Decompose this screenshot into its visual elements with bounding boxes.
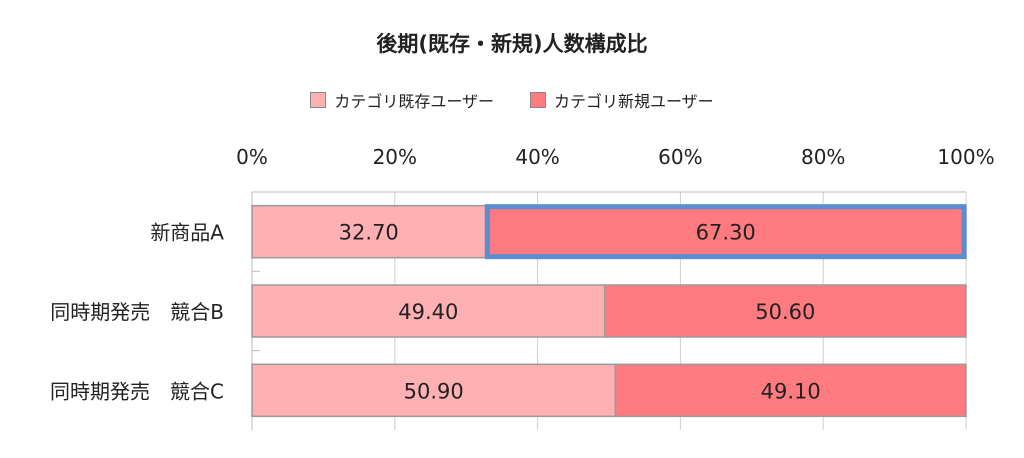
data-label: 50.90: [404, 379, 464, 403]
highlight-box: [484, 204, 967, 260]
data-label: 32.70: [339, 221, 399, 245]
data-label: 49.10: [761, 379, 821, 403]
x-tick-label: 20%: [373, 145, 417, 169]
legend-label-existing: カテゴリ既存ユーザー: [334, 92, 494, 111]
category-label: 新商品A: [150, 221, 224, 245]
bar: [251, 284, 606, 338]
x-tick-label: 100%: [937, 145, 994, 169]
chart-title: 後期(既存・新規)人数構成比: [376, 32, 648, 56]
x-tick-label: 0%: [236, 145, 268, 169]
bar: [603, 284, 967, 338]
legend-item-existing: カテゴリ既存ユーザー: [310, 88, 494, 112]
bar: [614, 363, 967, 418]
x-tick-label: 80%: [801, 145, 845, 169]
bar: [251, 363, 617, 418]
data-label: 49.40: [398, 300, 458, 324]
x-tick-label: 40%: [515, 145, 559, 169]
data-label: 67.30: [696, 221, 756, 245]
legend: カテゴリ既存ユーザー カテゴリ新規ユーザー: [0, 88, 1024, 112]
category-label: 同時期発売 競合C: [50, 379, 224, 403]
data-label: 50.60: [755, 300, 815, 324]
bar: [251, 204, 487, 259]
category-label: 同時期発売 競合B: [50, 300, 224, 324]
legend-swatch-new: [530, 92, 546, 108]
x-tick-label: 60%: [658, 145, 702, 169]
legend-item-new: カテゴリ新規ユーザー: [530, 88, 714, 112]
legend-label-new: カテゴリ新規ユーザー: [554, 92, 714, 111]
legend-swatch-existing: [310, 92, 327, 108]
